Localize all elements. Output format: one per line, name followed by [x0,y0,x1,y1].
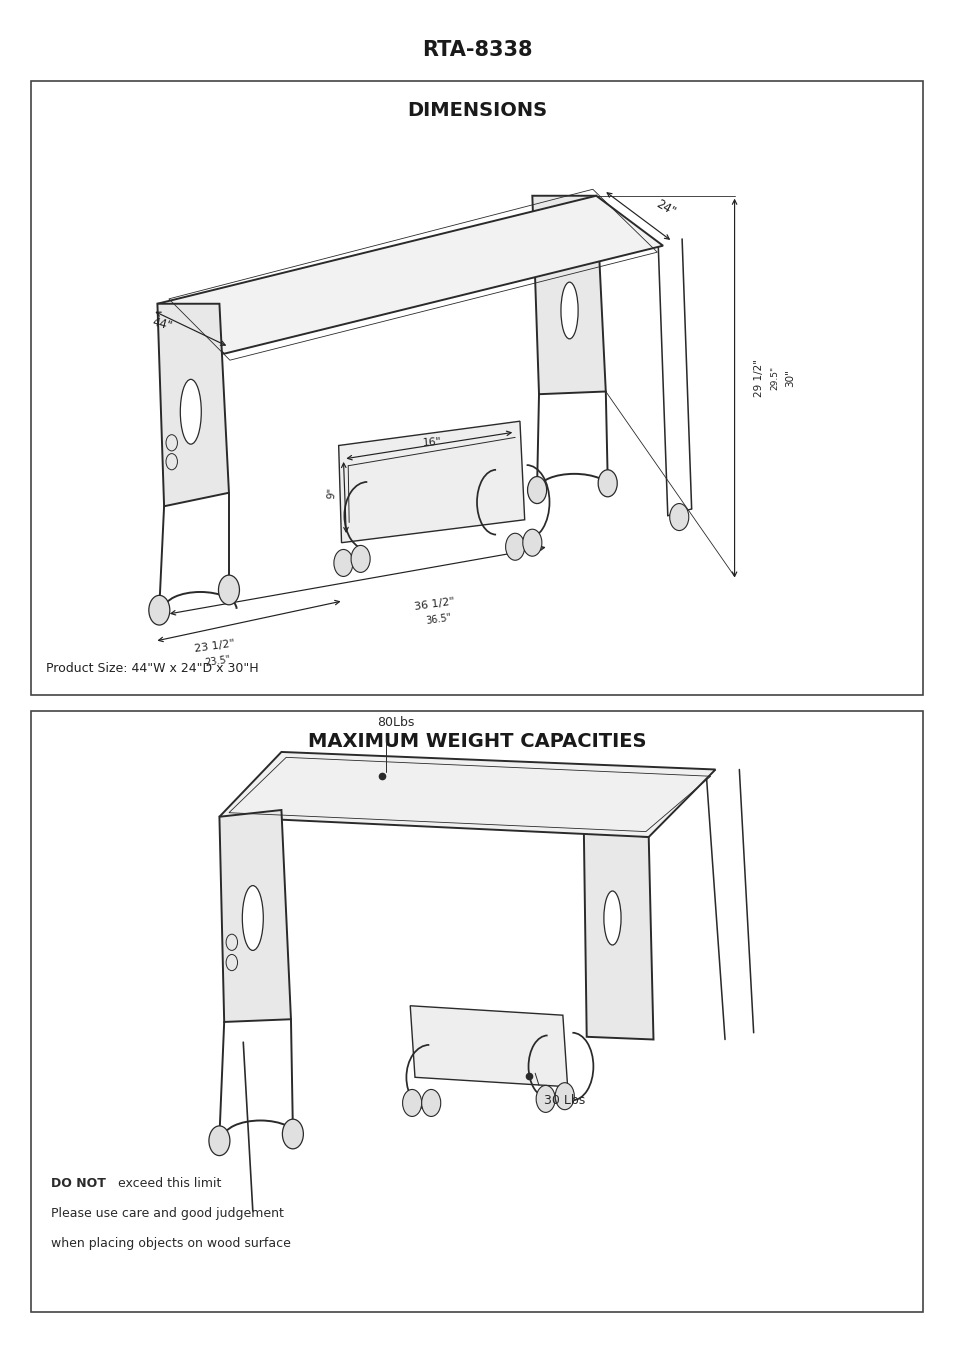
Polygon shape [532,196,605,394]
Ellipse shape [242,886,263,950]
Circle shape [149,595,170,625]
Polygon shape [219,810,291,1022]
Circle shape [334,549,353,576]
Text: 44": 44" [151,315,173,333]
Ellipse shape [180,379,201,444]
Circle shape [669,504,688,531]
Circle shape [505,533,524,560]
Ellipse shape [603,891,620,945]
Polygon shape [157,304,229,506]
Text: 30 Lbs: 30 Lbs [543,1094,584,1107]
Text: 29.5": 29.5" [770,366,779,390]
Text: 24": 24" [653,197,677,219]
Circle shape [421,1089,440,1116]
Text: 16": 16" [422,437,441,448]
Text: MAXIMUM WEIGHT CAPACITIES: MAXIMUM WEIGHT CAPACITIES [308,732,645,751]
Circle shape [218,575,239,605]
Text: 23.5": 23.5" [204,655,231,668]
Bar [31,81,922,695]
Text: 23 1/2": 23 1/2" [193,639,235,655]
Polygon shape [338,421,524,543]
Ellipse shape [560,282,578,339]
Text: 9": 9" [327,486,337,500]
Text: DO NOT: DO NOT [51,1177,106,1191]
Circle shape [536,1085,555,1112]
Text: 30": 30" [784,369,794,387]
Text: 29 1/2": 29 1/2" [753,359,762,397]
Text: RTA-8338: RTA-8338 [421,40,532,59]
Text: exceed this limit: exceed this limit [113,1177,221,1191]
Text: 36.5": 36.5" [425,613,452,626]
Polygon shape [157,196,662,354]
Text: DIMENSIONS: DIMENSIONS [407,101,546,120]
Circle shape [527,477,546,504]
Polygon shape [583,830,653,1040]
Circle shape [351,545,370,572]
Text: 36 1/2": 36 1/2" [413,597,455,613]
Polygon shape [410,1006,567,1087]
Polygon shape [219,752,715,837]
Circle shape [282,1119,303,1149]
Circle shape [522,529,541,556]
Circle shape [402,1089,421,1116]
Circle shape [555,1083,574,1110]
Circle shape [209,1126,230,1156]
Bar [31,711,922,1312]
Text: Product Size: 44"W x 24"D x 30"H: Product Size: 44"W x 24"D x 30"H [46,662,258,675]
Circle shape [598,470,617,497]
Text: when placing objects on wood surface: when placing objects on wood surface [51,1237,290,1250]
Text: Please use care and good judgement: Please use care and good judgement [51,1207,283,1220]
Text: 80Lbs: 80Lbs [376,716,414,729]
